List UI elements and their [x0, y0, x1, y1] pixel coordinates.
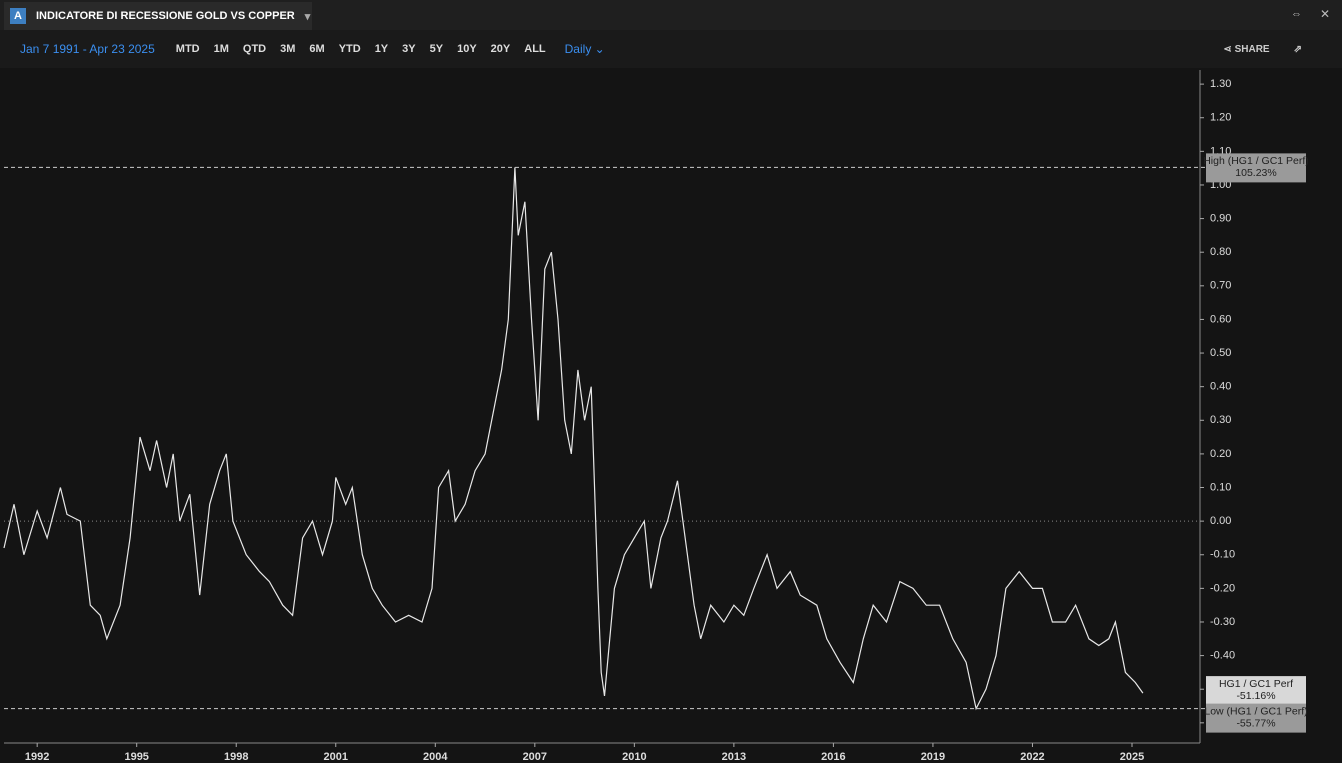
y-tick-label: 0.70 — [1210, 280, 1231, 292]
x-tick-label: 1995 — [124, 751, 148, 763]
x-tick-label: 2016 — [821, 751, 845, 763]
header: A INDICATORE DI RECESSIONE GOLD VS COPPER… — [0, 0, 1342, 30]
annotation-box: Low (HG1 / GC1 Perf)-55.77% — [1204, 703, 1308, 733]
x-tick-label: 2001 — [324, 751, 348, 763]
annotation-bg — [1206, 153, 1306, 183]
x-tick-label: 2025 — [1120, 751, 1144, 763]
y-tick-label: 0.90 — [1210, 212, 1231, 224]
title: INDICATORE DI RECESSIONE GOLD VS COPPER — [36, 10, 295, 22]
x-tick-label: 2007 — [523, 751, 547, 763]
badge: A — [10, 8, 26, 24]
x-tick-label: 2013 — [722, 751, 746, 763]
y-tick-label: 0.40 — [1210, 381, 1231, 393]
share-label: SHARE — [1234, 44, 1270, 55]
y-tick-label: -0.20 — [1210, 582, 1235, 594]
annotation-value: -51.16% — [1236, 690, 1275, 702]
tab[interactable]: A INDICATORE DI RECESSIONE GOLD VS COPPER… — [4, 2, 312, 30]
range-button[interactable]: MTD — [175, 43, 200, 55]
popout-icon[interactable]: ⇗ — [1293, 44, 1302, 55]
range-buttons: MTD 1M QTD 3M 6M YTD 1Y 3Y 5Y 10Y 20Y ALL — [169, 43, 553, 55]
range-button[interactable]: 1Y — [374, 43, 389, 55]
annotation-box: HG1 / GC1 Perf-51.16% — [1206, 676, 1306, 706]
date-range[interactable]: Jan 7 1991 - Apr 23 2025 — [20, 42, 155, 56]
x-tick-label: 1998 — [224, 751, 248, 763]
x-tick-label: 2010 — [622, 751, 646, 763]
range-button[interactable]: ALL — [524, 43, 546, 55]
y-tick-label: 1.30 — [1210, 78, 1231, 90]
x-tick-label: 2022 — [1020, 751, 1044, 763]
y-tick-label: 0.60 — [1210, 313, 1231, 325]
y-tick-label: 0.20 — [1210, 448, 1231, 460]
annotation-value: -55.77% — [1236, 717, 1275, 729]
range-button[interactable]: YTD — [338, 43, 361, 55]
range-button[interactable]: 1M — [213, 43, 229, 55]
y-tick-label: 0.30 — [1210, 414, 1231, 426]
annotation-bg — [1206, 703, 1306, 733]
y-tick-label: -0.40 — [1210, 650, 1235, 662]
y-tick-label: 0.80 — [1210, 246, 1231, 258]
annotation-label: High (HG1 / GC1 Perf) — [1203, 155, 1309, 167]
annotation-label: HG1 / GC1 Perf — [1219, 678, 1293, 690]
close-icon[interactable]: ✕ — [1319, 7, 1330, 21]
annotation-value: 105.23% — [1235, 167, 1276, 179]
y-tick-label: 0.50 — [1210, 347, 1231, 359]
range-button[interactable]: 6M — [309, 43, 325, 55]
toolbar: Jan 7 1991 - Apr 23 2025 MTD 1M QTD 3M 6M YTD… — [0, 30, 1342, 68]
y-tick-label: 0.10 — [1210, 481, 1231, 493]
range-button[interactable]: 3Y — [402, 43, 416, 55]
series-line — [3, 167, 1144, 711]
annotation-bg — [1206, 676, 1306, 706]
frequency-label: Daily — [564, 42, 592, 56]
y-tick-label: -0.10 — [1210, 549, 1235, 561]
share-button[interactable]: ⋖ SHARE ⇗ — [1223, 44, 1302, 55]
range-button[interactable]: QTD — [242, 43, 267, 55]
range-button[interactable]: 10Y — [457, 43, 477, 55]
annotation-box: High (HG1 / GC1 Perf)105.23% — [1203, 153, 1309, 183]
frequency[interactable]: Daily ⌄ — [564, 42, 605, 56]
x-tick-label: 2004 — [423, 751, 448, 763]
dropdown-icon[interactable]: ▾ — [304, 10, 311, 23]
expand-icon[interactable]: ⇔ — [1291, 8, 1302, 20]
range-button[interactable]: 20Y — [490, 43, 511, 55]
y-tick-label: -0.30 — [1210, 616, 1235, 628]
annotation-label: Low (HG1 / GC1 Perf) — [1204, 705, 1307, 717]
y-tick-label: 0.00 — [1210, 515, 1231, 527]
y-tick-label: 1.20 — [1210, 112, 1231, 124]
x-tick-label: 2019 — [921, 751, 945, 763]
range-button[interactable]: 5Y — [429, 43, 444, 55]
x-tick-label: 1992 — [25, 751, 49, 763]
range-button[interactable]: 3M — [280, 43, 296, 55]
